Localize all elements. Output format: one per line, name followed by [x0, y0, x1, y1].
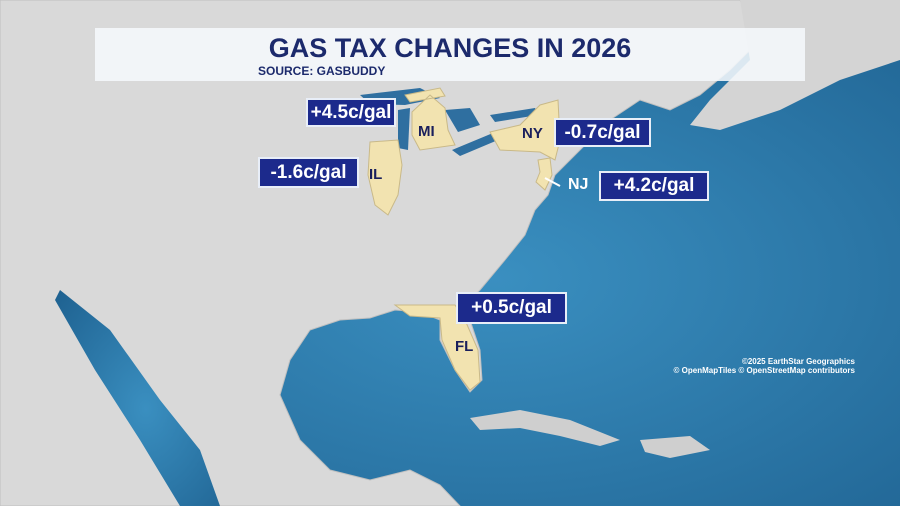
- value-label: -1.6c/gal: [258, 157, 359, 188]
- highlighted-states: [367, 87, 561, 391]
- state-label: FL: [455, 338, 474, 355]
- title-banner: GAS TAX CHANGES IN 2026 SOURCE: GASBUDDY: [95, 28, 805, 81]
- nj-leader-line: [544, 177, 561, 187]
- hispaniola: [640, 436, 710, 458]
- title: GAS TAX CHANGES IN 2026: [268, 33, 632, 63]
- state-label: MI: [418, 123, 435, 140]
- lake-ontario: [490, 108, 538, 122]
- value-label: +4.2c/gal: [599, 171, 709, 201]
- state-label: NY: [522, 125, 543, 142]
- michigan: [404, 87, 456, 151]
- lake-huron: [445, 108, 480, 132]
- state-label: IL: [369, 166, 383, 183]
- value-label: +0.5c/gal: [456, 292, 567, 324]
- cuba: [470, 410, 620, 446]
- baja-water: [55, 290, 220, 506]
- state-label: NJ: [568, 176, 589, 193]
- source: SOURCE: GASBUDDY: [258, 64, 386, 78]
- lake-michigan: [398, 108, 410, 150]
- illinois: [367, 139, 403, 216]
- value-label: -0.7c/gal: [554, 118, 651, 147]
- new-jersey: [535, 157, 553, 191]
- attribution: © OpenMapTiles © OpenStreetMap contribut…: [673, 366, 855, 375]
- attribution: ©2025 EarthStar Geographics: [741, 357, 855, 366]
- value-label: +4.5c/gal: [306, 98, 396, 127]
